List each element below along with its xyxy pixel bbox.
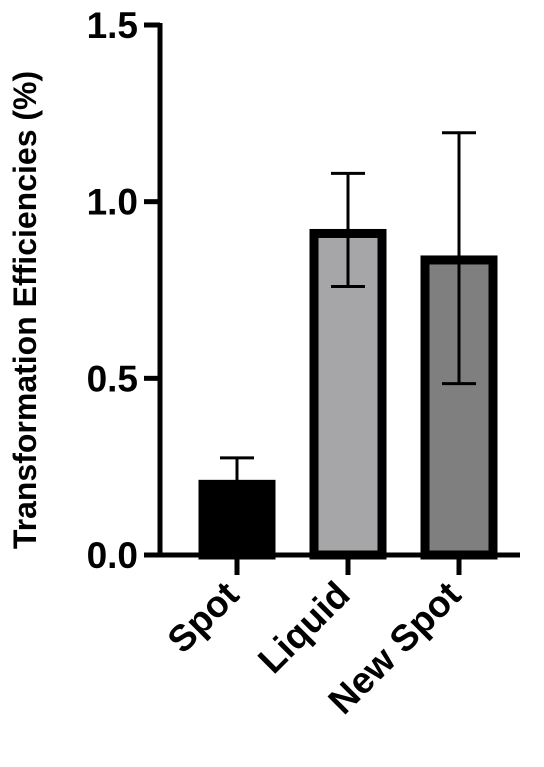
y-axis-ticks: 0.0 0.5 1.0 1.5 [87, 5, 160, 576]
x-tick-label: Liquid [250, 574, 357, 681]
y-tick-label: 1.5 [87, 5, 138, 46]
y-tick-label: 0.0 [87, 535, 138, 576]
y-tick-label: 0.5 [87, 358, 138, 399]
x-tick-label: Spot [160, 574, 247, 661]
y-axis-title: Transformation Efficiencies (%) [7, 71, 43, 549]
bar-spot [198, 479, 276, 560]
error-bars-layer [220, 131, 476, 485]
y-tick-label: 1.0 [87, 182, 138, 223]
